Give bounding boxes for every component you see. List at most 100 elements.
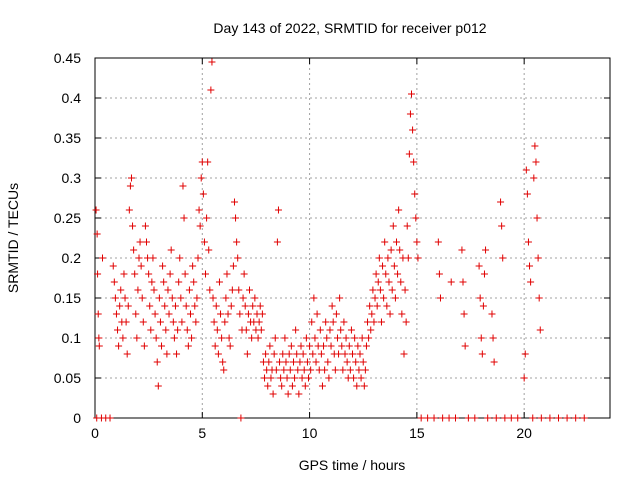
data-point: [230, 198, 238, 206]
data-point: [302, 334, 310, 342]
data-point: [267, 374, 275, 382]
data-point: [262, 350, 270, 358]
data-point: [221, 318, 229, 326]
data-point: [266, 342, 274, 350]
data-point: [215, 278, 223, 286]
data-point: [476, 294, 484, 302]
data-point: [254, 334, 262, 342]
data-point: [353, 382, 361, 390]
data-point: [286, 366, 294, 374]
data-point: [115, 342, 123, 350]
data-point: [332, 310, 340, 318]
data-point: [280, 366, 288, 374]
data-point: [207, 86, 215, 94]
data-point: [186, 310, 194, 318]
data-point: [434, 238, 442, 246]
data-point: [246, 286, 253, 294]
data-point: [184, 342, 192, 350]
data-point: [270, 350, 278, 358]
data-point: [233, 238, 241, 246]
data-point: [276, 358, 284, 366]
data-point: [168, 294, 176, 302]
data-point: [203, 214, 211, 222]
data-point: [182, 302, 190, 310]
data-point: [93, 230, 101, 238]
data-point: [94, 310, 102, 318]
data-point: [285, 350, 293, 358]
data-point: [248, 334, 256, 342]
data-point: [325, 374, 333, 382]
data-point: [294, 366, 302, 374]
data-point: [167, 246, 175, 254]
data-point: [408, 90, 416, 98]
data-point: [159, 262, 167, 270]
data-point: [523, 190, 531, 198]
data-point: [417, 414, 425, 422]
chart-title: Day 143 of 2022, SRMTID for receiver p01…: [213, 20, 486, 36]
data-point: [271, 334, 279, 342]
data-point: [131, 270, 139, 278]
data-point: [522, 166, 530, 174]
data-point: [499, 254, 507, 262]
data-point: [273, 238, 281, 246]
data-point: [209, 294, 217, 302]
data-point: [394, 270, 402, 278]
data-point: [177, 294, 185, 302]
data-point: [527, 278, 535, 286]
data-point: [479, 302, 487, 310]
data-point: [281, 334, 289, 342]
plot-area-frame: [94, 57, 611, 419]
data-point: [305, 374, 313, 382]
data-point: [164, 286, 172, 294]
data-point: [490, 358, 498, 366]
data-point: [445, 414, 453, 422]
data-point: [95, 342, 103, 350]
data-point: [492, 414, 500, 422]
data-point: [99, 254, 107, 262]
data-point: [396, 246, 404, 254]
data-point: [112, 310, 120, 318]
data-point: [141, 222, 149, 230]
data-point: [194, 254, 202, 262]
data-point: [121, 294, 129, 302]
data-point: [179, 182, 187, 190]
data-point: [116, 302, 124, 310]
data-point: [317, 350, 325, 358]
data-point: [146, 302, 154, 310]
data-point: [497, 198, 505, 206]
data-points: [92, 58, 588, 422]
data-point: [452, 414, 459, 422]
data-point: [350, 374, 358, 382]
data-point: [155, 294, 163, 302]
data-point: [117, 286, 125, 294]
data-point: [346, 366, 354, 374]
data-point: [133, 334, 141, 342]
data-point: [526, 262, 534, 270]
data-point: [320, 342, 328, 350]
y-tick-label: 0.4: [62, 90, 82, 106]
data-point: [236, 310, 244, 318]
data-point: [274, 206, 282, 214]
data-point: [265, 358, 273, 366]
data-point: [435, 270, 443, 278]
data-point: [471, 414, 479, 422]
x-tick-label: 0: [91, 425, 99, 441]
data-point: [343, 358, 351, 366]
data-point: [140, 342, 148, 350]
y-tick-label: 0.15: [54, 290, 81, 306]
data-point: [136, 238, 144, 246]
data-point: [477, 334, 485, 342]
data-point: [163, 350, 171, 358]
data-point: [137, 262, 145, 270]
data-point: [413, 238, 421, 246]
data-point: [227, 302, 235, 310]
data-point: [414, 254, 422, 262]
data-point: [537, 414, 545, 422]
data-point: [251, 294, 259, 302]
data-point: [367, 326, 375, 334]
data-point: [316, 326, 324, 334]
data-point: [436, 294, 444, 302]
data-point: [240, 270, 248, 278]
y-tick-label: 0.35: [54, 130, 81, 146]
